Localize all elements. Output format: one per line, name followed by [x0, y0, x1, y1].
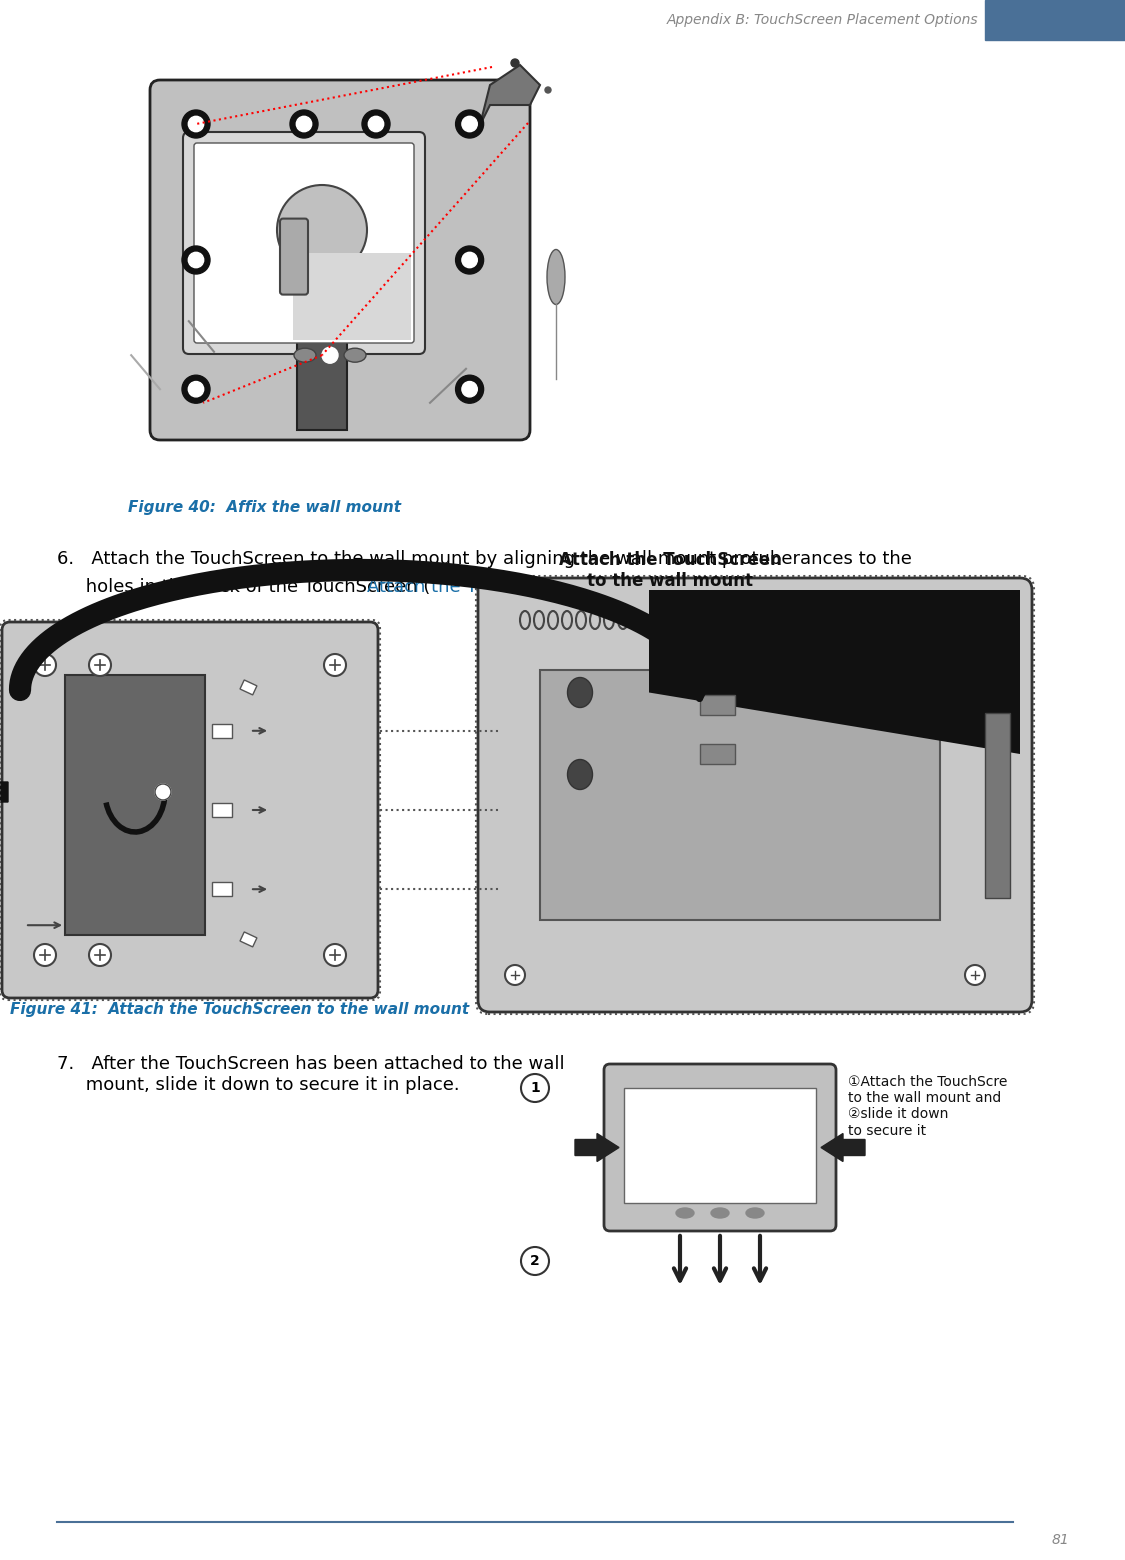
Bar [986, 713, 1010, 897]
Text: ①Attach the TouchScre
to the wall mount and
②slide it down
to secure it: ①Attach the TouchScre to the wall mount … [848, 1075, 1007, 1137]
Circle shape [277, 186, 367, 275]
Circle shape [290, 111, 318, 137]
Bar [240, 680, 256, 694]
Bar [700, 744, 735, 764]
Bar [282, 270, 362, 282]
FancyBboxPatch shape [183, 133, 425, 354]
Ellipse shape [711, 1207, 729, 1218]
Text: Figure 40:  Affix the wall mount: Figure 40: Affix the wall mount [128, 501, 400, 515]
Text: 6.   Attach the TouchScreen to the wall mount by aligning the wall mount protube: 6. Attach the TouchScreen to the wall mo… [57, 551, 912, 568]
Text: 7.   After the TouchScreen has been attached to the wall
     mount, slide it do: 7. After the TouchScreen has been attach… [57, 1055, 565, 1094]
Polygon shape [480, 66, 540, 125]
FancyBboxPatch shape [150, 80, 530, 440]
Circle shape [182, 376, 210, 402]
Ellipse shape [746, 1207, 764, 1218]
Circle shape [456, 111, 484, 137]
Bar [212, 883, 232, 895]
Ellipse shape [567, 677, 593, 708]
Bar [65, 675, 205, 934]
Bar [212, 803, 232, 817]
Circle shape [324, 944, 346, 966]
Ellipse shape [344, 348, 366, 362]
Circle shape [505, 966, 525, 984]
Circle shape [89, 654, 111, 675]
Circle shape [89, 944, 111, 966]
FancyBboxPatch shape [193, 144, 414, 343]
Bar [540, 669, 940, 920]
Text: holes in the back of the TouchScreen (: holes in the back of the TouchScreen ( [57, 579, 431, 596]
FancyBboxPatch shape [2, 622, 378, 998]
Bar [294, 253, 411, 340]
Circle shape [462, 253, 477, 268]
Bar [624, 1087, 816, 1203]
FancyArrow shape [0, 777, 8, 807]
FancyArrow shape [575, 1134, 619, 1162]
Text: Appendix B: TouchScreen Placement Options: Appendix B: TouchScreen Placement Option… [666, 12, 978, 27]
Circle shape [34, 654, 56, 675]
FancyBboxPatch shape [280, 218, 308, 295]
FancyBboxPatch shape [604, 1064, 836, 1231]
Bar [212, 724, 232, 738]
Ellipse shape [547, 250, 565, 304]
Circle shape [521, 1073, 549, 1101]
Circle shape [296, 117, 312, 131]
Circle shape [462, 382, 477, 396]
Circle shape [182, 111, 210, 137]
Circle shape [34, 944, 56, 966]
Circle shape [188, 117, 204, 131]
Text: 2: 2 [530, 1254, 540, 1268]
Circle shape [521, 1246, 549, 1275]
Circle shape [544, 87, 551, 94]
Circle shape [368, 117, 384, 131]
Bar [240, 931, 256, 947]
Text: Attach the TouchScreen to the wall mount: Attach the TouchScreen to the wall mount [367, 579, 745, 596]
FancyBboxPatch shape [478, 579, 1032, 1012]
Circle shape [511, 59, 519, 67]
Ellipse shape [294, 348, 316, 362]
Ellipse shape [676, 1207, 694, 1218]
Text: Figure 41:  Attach the TouchScreen to the wall mount: Figure 41: Attach the TouchScreen to the… [10, 1002, 469, 1017]
Circle shape [324, 654, 346, 675]
Ellipse shape [567, 760, 593, 789]
Circle shape [965, 966, 986, 984]
Circle shape [188, 382, 204, 396]
Polygon shape [649, 590, 1020, 753]
Text: ).: ). [655, 579, 667, 596]
Circle shape [462, 117, 477, 131]
Circle shape [456, 246, 484, 275]
Circle shape [362, 111, 390, 137]
Text: 81: 81 [1051, 1533, 1069, 1548]
Circle shape [182, 246, 210, 275]
Circle shape [456, 376, 484, 402]
Text: 1: 1 [530, 1081, 540, 1095]
Circle shape [155, 785, 171, 800]
Text: Attach the TouchScreen
to the wall mount: Attach the TouchScreen to the wall mount [558, 551, 782, 590]
Bar [297, 270, 346, 431]
Circle shape [322, 348, 338, 363]
Circle shape [188, 253, 204, 268]
FancyArrow shape [821, 1134, 865, 1162]
Bar [986, 0, 1125, 41]
Bar [700, 694, 735, 714]
